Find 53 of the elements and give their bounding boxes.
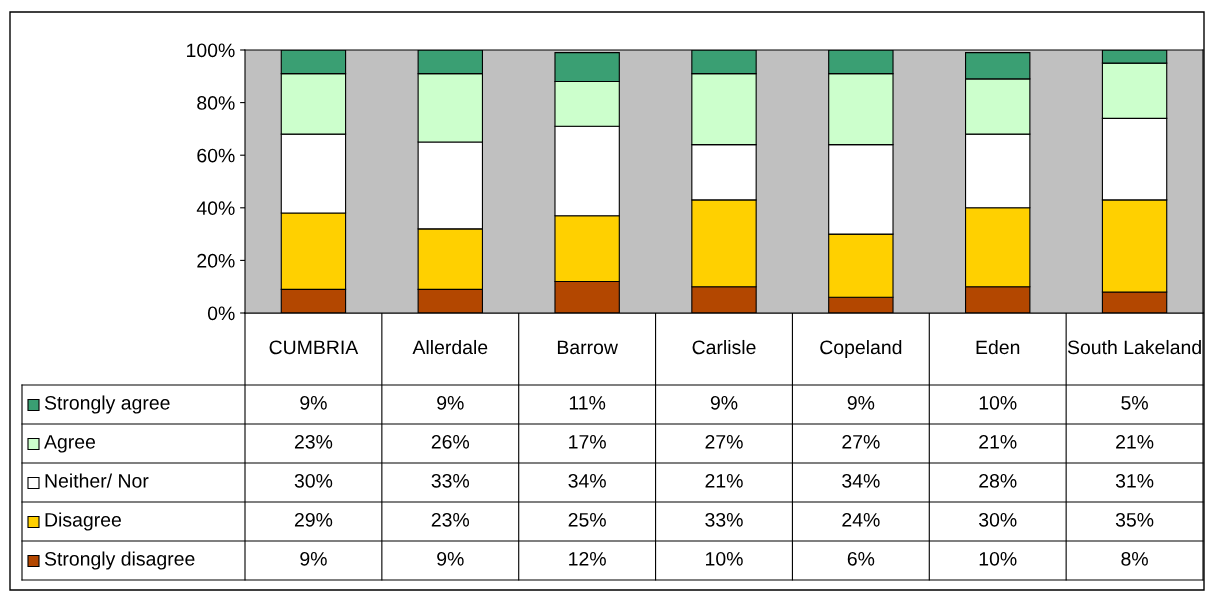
data-label: 30% — [294, 473, 333, 488]
data-label: 9% — [300, 395, 327, 410]
y-tick-label: 40% — [196, 201, 235, 216]
legend-label: Neither/ Nor — [45, 473, 149, 488]
x-tick-label: Carlisle — [692, 339, 756, 355]
data-label: 34% — [568, 473, 606, 488]
x-tick-label: CUMBRIA — [269, 340, 359, 355]
data-label: 21% — [705, 473, 743, 488]
data-label: 33% — [431, 473, 470, 488]
data-label: 23% — [431, 512, 470, 527]
data-label: 10% — [706, 551, 743, 566]
legend-label: Agree — [44, 435, 96, 453]
data-label: 6% — [847, 551, 875, 566]
y-tick-label: 0% — [207, 306, 235, 321]
y-tick-label: 100% — [187, 43, 235, 58]
data-label: 24% — [842, 512, 880, 527]
data-label: 9% — [710, 395, 738, 410]
data-label: 8% — [1121, 551, 1148, 566]
x-tick-label: Copeland — [820, 339, 902, 359]
data-label: 28% — [979, 473, 1017, 488]
data-label: 27% — [705, 434, 743, 449]
data-label: 29% — [294, 512, 333, 527]
data-label: 23% — [294, 434, 333, 449]
data-label: 12% — [569, 551, 606, 566]
x-tick-label: South Lakeland — [1067, 339, 1201, 355]
data-label: 35% — [1115, 512, 1154, 527]
x-tick-label: Eden — [976, 339, 1020, 355]
data-label: 25% — [568, 512, 606, 527]
y-tick-label: 20% — [197, 253, 235, 268]
data-label: 10% — [979, 551, 1017, 566]
data-label: 27% — [842, 434, 880, 449]
data-label: 17% — [569, 435, 606, 449]
data-label: 9% — [847, 395, 875, 410]
data-label: 31% — [1115, 473, 1154, 488]
x-tick-label: Allerdale — [412, 339, 488, 355]
data-label: 26% — [431, 434, 470, 449]
legend-label: Strongly agree — [44, 395, 170, 414]
data-label: 5% — [1121, 396, 1148, 410]
legend-label: Strongly disagree — [44, 551, 195, 570]
data-label: 21% — [979, 434, 1017, 449]
data-label: 21% — [1116, 434, 1154, 449]
data-label: 11% — [569, 396, 606, 410]
data-label: 33% — [705, 512, 743, 527]
data-label: 34% — [842, 473, 880, 488]
data-label: 30% — [979, 512, 1017, 527]
y-tick-label: 80% — [197, 96, 235, 110]
data-label: 9% — [300, 551, 327, 566]
data-label: 10% — [979, 395, 1017, 410]
x-tick-label: Barrow — [557, 340, 618, 355]
y-tick-label: 60% — [197, 148, 235, 163]
data-label: 9% — [437, 395, 464, 410]
legend-label: Disagree — [45, 512, 121, 531]
data-label: 9% — [437, 551, 464, 566]
